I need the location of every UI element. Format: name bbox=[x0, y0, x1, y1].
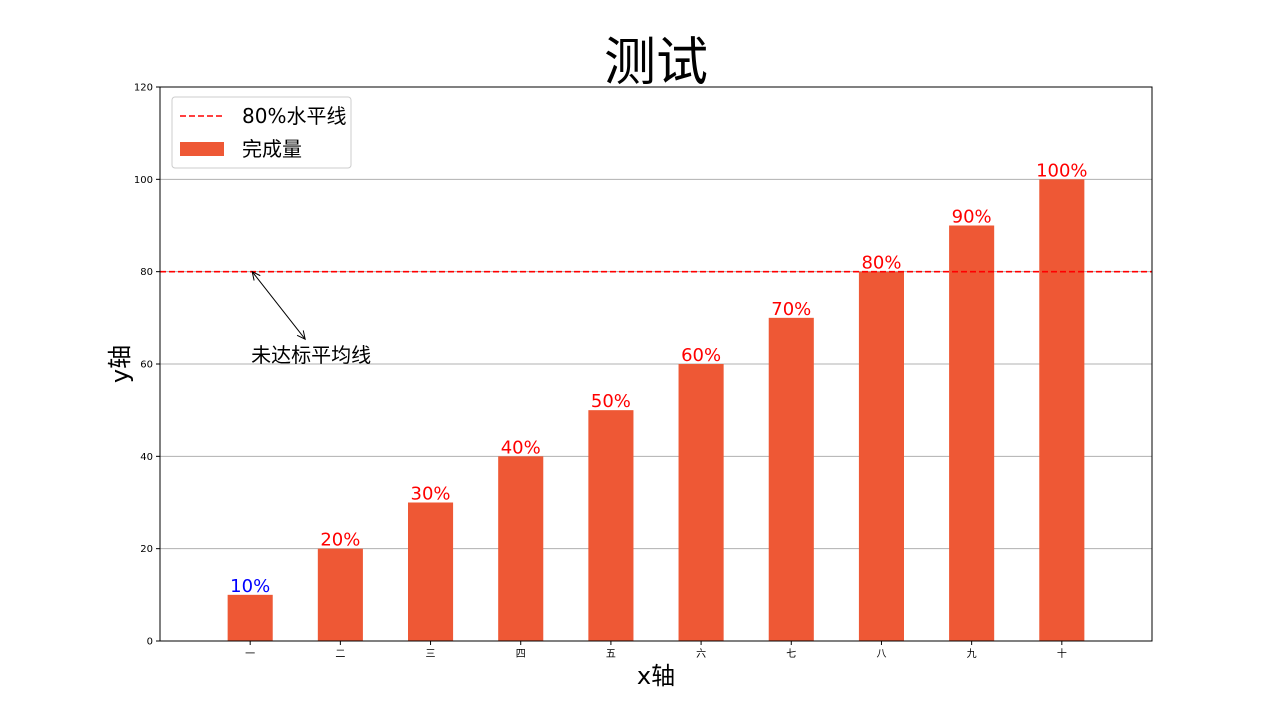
x-tick-label-1: 二 bbox=[335, 649, 345, 660]
annotation-arrowhead-top bbox=[251, 270, 261, 281]
x-axis-title: x轴 bbox=[637, 662, 675, 690]
data-label-1: 20% bbox=[320, 530, 360, 551]
annotation-text: 未达标平均线 bbox=[251, 343, 371, 367]
y-tick-label-6: 120 bbox=[134, 83, 153, 94]
legend-swatch-bars bbox=[180, 142, 224, 156]
x-tick-label-4: 五 bbox=[606, 649, 616, 660]
data-label-5: 60% bbox=[681, 345, 721, 366]
bar-5 bbox=[678, 364, 724, 641]
bar-0 bbox=[227, 594, 273, 641]
x-tick-label-0: 一 bbox=[245, 649, 255, 660]
plot-area: 10% 20% 30% 40% 50% 60% 70% 80% 90% 100% 0 20 40 60 80… bbox=[134, 83, 1153, 660]
bar-9 bbox=[1039, 179, 1085, 642]
annotation: 未达标平均线 bbox=[251, 270, 371, 367]
y-axis-title: y轴 bbox=[106, 345, 134, 383]
bar-1 bbox=[317, 548, 363, 641]
x-tick-label-5: 六 bbox=[696, 648, 706, 660]
x-tick-label-7: 八 bbox=[876, 649, 886, 660]
data-label-7: 80% bbox=[861, 253, 901, 274]
legend-label-reference-line: 80%水平线 bbox=[242, 104, 346, 128]
data-label-3: 40% bbox=[501, 437, 541, 458]
x-tick-label-2: 三 bbox=[426, 649, 436, 660]
legend-label-bars: 完成量 bbox=[242, 137, 302, 161]
bar-7 bbox=[858, 271, 904, 641]
data-label-4: 50% bbox=[591, 391, 631, 412]
x-tick-label-3: 四 bbox=[516, 649, 526, 660]
x-tick-label-8: 九 bbox=[967, 648, 977, 660]
x-tick-label-9: 十 bbox=[1057, 647, 1067, 660]
annotation-arrowhead-bottom bbox=[296, 330, 306, 341]
chart-title: 测试 bbox=[604, 33, 708, 93]
bar-4 bbox=[588, 410, 634, 641]
y-tick-label-3: 60 bbox=[140, 360, 153, 371]
y-tick-label-0: 0 bbox=[147, 637, 153, 648]
data-label-9: 100% bbox=[1036, 160, 1087, 181]
y-tick-label-5: 100 bbox=[134, 175, 153, 186]
y-tick-label-1: 20 bbox=[140, 544, 153, 555]
data-label-8: 90% bbox=[952, 207, 992, 228]
x-tick-label-6: 七 bbox=[786, 648, 796, 660]
annotation-arrow-line bbox=[251, 271, 306, 340]
y-tick-label-2: 40 bbox=[140, 452, 153, 463]
data-label-2: 30% bbox=[411, 484, 451, 505]
y-tick-label-4: 80 bbox=[140, 267, 153, 278]
bar-8 bbox=[949, 225, 995, 641]
bar-3 bbox=[498, 456, 544, 641]
bar-6 bbox=[768, 317, 814, 641]
data-label-0: 10% bbox=[230, 576, 270, 597]
data-label-6: 70% bbox=[771, 299, 811, 320]
bar-2 bbox=[408, 502, 454, 641]
